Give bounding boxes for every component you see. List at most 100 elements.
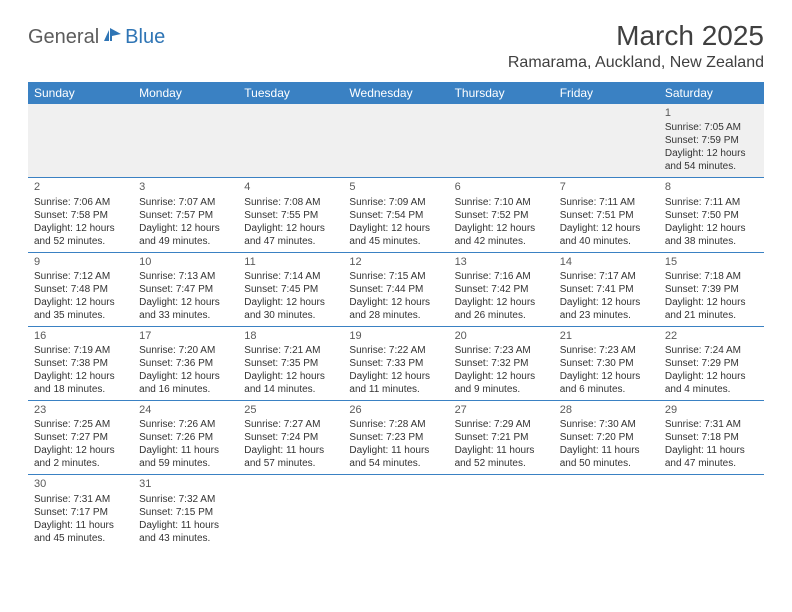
calendar-day-cell: 25Sunrise: 7:27 AMSunset: 7:24 PMDayligh…	[238, 401, 343, 475]
day-number: 30	[34, 477, 127, 491]
day-info-line: Sunset: 7:59 PM	[665, 134, 758, 147]
day-info-line: Daylight: 12 hours	[34, 370, 127, 383]
day-info-line: Sunrise: 7:22 AM	[349, 344, 442, 357]
day-info-line: and 18 minutes.	[34, 383, 127, 396]
day-info-line: and 45 minutes.	[349, 235, 442, 248]
calendar-day-cell: 12Sunrise: 7:15 AMSunset: 7:44 PMDayligh…	[343, 252, 448, 326]
day-info-line: and 45 minutes.	[34, 532, 127, 545]
day-info-line: Sunrise: 7:18 AM	[665, 270, 758, 283]
day-number: 20	[455, 329, 548, 343]
logo-text-general: General	[28, 26, 99, 49]
day-number: 26	[349, 403, 442, 417]
day-info-line: Sunrise: 7:25 AM	[34, 418, 127, 431]
day-info-line: Sunset: 7:23 PM	[349, 431, 442, 444]
day-info-line: Sunset: 7:17 PM	[34, 506, 127, 519]
calendar-day-cell: 3Sunrise: 7:07 AMSunset: 7:57 PMDaylight…	[133, 178, 238, 252]
day-info-line: Sunrise: 7:31 AM	[665, 418, 758, 431]
calendar-day-cell: 1Sunrise: 7:05 AMSunset: 7:59 PMDaylight…	[659, 104, 764, 178]
calendar-page: General Blue March 2025 Ramarama, Auckla…	[0, 0, 792, 549]
day-info-line: Sunrise: 7:12 AM	[34, 270, 127, 283]
day-info-line: Sunset: 7:44 PM	[349, 283, 442, 296]
day-number: 21	[560, 329, 653, 343]
calendar-week-row: 1Sunrise: 7:05 AMSunset: 7:59 PMDaylight…	[28, 104, 764, 178]
day-info-line: Sunrise: 7:13 AM	[139, 270, 232, 283]
location-text: Ramarama, Auckland, New Zealand	[28, 54, 764, 72]
logo-text-blue: Blue	[125, 26, 165, 49]
calendar-day-cell: 15Sunrise: 7:18 AMSunset: 7:39 PMDayligh…	[659, 252, 764, 326]
weekday-header: Friday	[554, 82, 659, 104]
calendar-week-row: 2Sunrise: 7:06 AMSunset: 7:58 PMDaylight…	[28, 178, 764, 252]
day-info-line: Daylight: 12 hours	[34, 444, 127, 457]
weekday-header: Monday	[133, 82, 238, 104]
day-info-line: and 47 minutes.	[244, 235, 337, 248]
calendar-empty-cell	[449, 104, 554, 178]
calendar-empty-cell	[343, 104, 448, 178]
day-info-line: Sunset: 7:20 PM	[560, 431, 653, 444]
day-info-line: and 9 minutes.	[455, 383, 548, 396]
calendar-day-cell: 29Sunrise: 7:31 AMSunset: 7:18 PMDayligh…	[659, 401, 764, 475]
day-info-line: and 21 minutes.	[665, 309, 758, 322]
day-number: 6	[455, 180, 548, 194]
day-info-line: Daylight: 12 hours	[665, 222, 758, 235]
day-info-line: and 54 minutes.	[665, 160, 758, 173]
day-info-line: Sunset: 7:35 PM	[244, 357, 337, 370]
day-info-line: Sunrise: 7:27 AM	[244, 418, 337, 431]
day-info-line: Sunrise: 7:11 AM	[560, 196, 653, 209]
day-number: 9	[34, 255, 127, 269]
day-info-line: Sunrise: 7:07 AM	[139, 196, 232, 209]
day-info-line: Daylight: 12 hours	[455, 296, 548, 309]
day-info-line: and 42 minutes.	[455, 235, 548, 248]
day-info-line: and 23 minutes.	[560, 309, 653, 322]
day-info-line: and 14 minutes.	[244, 383, 337, 396]
calendar-day-cell: 2Sunrise: 7:06 AMSunset: 7:58 PMDaylight…	[28, 178, 133, 252]
day-info-line: and 40 minutes.	[560, 235, 653, 248]
day-info-line: and 6 minutes.	[560, 383, 653, 396]
calendar-week-row: 30Sunrise: 7:31 AMSunset: 7:17 PMDayligh…	[28, 475, 764, 549]
day-info-line: Sunrise: 7:32 AM	[139, 493, 232, 506]
calendar-empty-cell	[343, 475, 448, 549]
calendar-empty-cell	[238, 104, 343, 178]
logo: General Blue	[28, 26, 165, 49]
day-info-line: Sunset: 7:48 PM	[34, 283, 127, 296]
day-info-line: Daylight: 12 hours	[560, 370, 653, 383]
day-info-line: Sunset: 7:15 PM	[139, 506, 232, 519]
day-info-line: Daylight: 11 hours	[560, 444, 653, 457]
calendar-day-cell: 28Sunrise: 7:30 AMSunset: 7:20 PMDayligh…	[554, 401, 659, 475]
header-row: General Blue March 2025	[28, 20, 764, 52]
day-info-line: and 52 minutes.	[34, 235, 127, 248]
calendar-empty-cell	[238, 475, 343, 549]
day-info-line: Daylight: 12 hours	[34, 222, 127, 235]
day-number: 1	[665, 106, 758, 120]
day-info-line: Daylight: 12 hours	[665, 296, 758, 309]
day-info-line: Sunrise: 7:20 AM	[139, 344, 232, 357]
day-info-line: and 28 minutes.	[349, 309, 442, 322]
day-info-line: Daylight: 11 hours	[244, 444, 337, 457]
day-number: 7	[560, 180, 653, 194]
day-number: 31	[139, 477, 232, 491]
day-info-line: Sunset: 7:39 PM	[665, 283, 758, 296]
day-info-line: and 43 minutes.	[139, 532, 232, 545]
day-info-line: Daylight: 12 hours	[560, 222, 653, 235]
day-info-line: Sunrise: 7:08 AM	[244, 196, 337, 209]
day-info-line: Sunset: 7:21 PM	[455, 431, 548, 444]
day-info-line: Sunrise: 7:29 AM	[455, 418, 548, 431]
day-info-line: Sunset: 7:51 PM	[560, 209, 653, 222]
day-info-line: Sunset: 7:47 PM	[139, 283, 232, 296]
day-info-line: Sunset: 7:57 PM	[139, 209, 232, 222]
day-info-line: Daylight: 12 hours	[455, 370, 548, 383]
day-number: 14	[560, 255, 653, 269]
calendar-day-cell: 5Sunrise: 7:09 AMSunset: 7:54 PMDaylight…	[343, 178, 448, 252]
day-number: 19	[349, 329, 442, 343]
day-info-line: Daylight: 11 hours	[665, 444, 758, 457]
calendar-day-cell: 31Sunrise: 7:32 AMSunset: 7:15 PMDayligh…	[133, 475, 238, 549]
day-info-line: and 49 minutes.	[139, 235, 232, 248]
day-info-line: Daylight: 12 hours	[139, 296, 232, 309]
day-number: 11	[244, 255, 337, 269]
day-info-line: Sunset: 7:50 PM	[665, 209, 758, 222]
day-number: 10	[139, 255, 232, 269]
calendar-day-cell: 30Sunrise: 7:31 AMSunset: 7:17 PMDayligh…	[28, 475, 133, 549]
day-info-line: Daylight: 12 hours	[139, 370, 232, 383]
calendar-empty-cell	[28, 104, 133, 178]
day-info-line: Sunset: 7:24 PM	[244, 431, 337, 444]
day-info-line: Sunset: 7:29 PM	[665, 357, 758, 370]
